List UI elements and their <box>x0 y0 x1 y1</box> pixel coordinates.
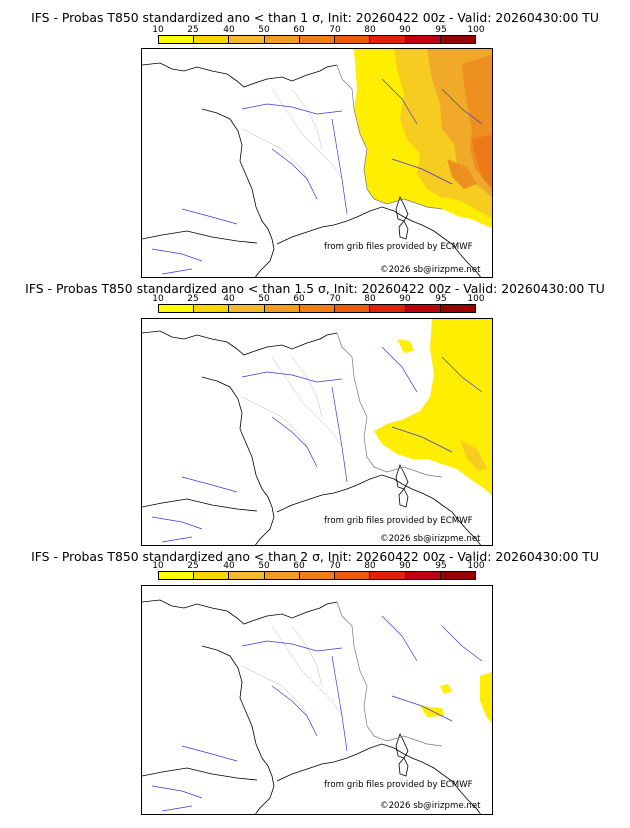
color-scale-labels: 10 25 40 50 60 70 80 90 95 100 <box>152 294 484 305</box>
scale-label: 80 <box>364 294 376 304</box>
scale-swatch <box>229 572 265 579</box>
scale-label: 60 <box>293 294 305 304</box>
probability-map: from grib files provided by ECMWF ©2026 … <box>141 318 493 546</box>
scale-swatch <box>335 572 371 579</box>
scale-label: 10 <box>152 294 164 304</box>
scale-swatch <box>370 572 406 579</box>
scale-swatch <box>440 305 475 312</box>
scale-swatch <box>264 572 300 579</box>
scale-swatch <box>299 305 336 312</box>
color-scale-labels: 10 25 40 50 60 70 80 90 95 100 <box>152 25 484 36</box>
scale-swatch <box>299 572 336 579</box>
scale-swatch <box>159 305 195 312</box>
probability-map: from grib files provided by ECMWF ©2026 … <box>141 48 493 278</box>
scale-label: 90 <box>399 561 411 571</box>
scale-swatch <box>159 36 195 43</box>
scale-label: 90 <box>399 294 411 304</box>
scale-label: 50 <box>258 561 270 571</box>
map-graphic <box>142 319 492 545</box>
color-scale-bar <box>158 571 476 580</box>
scale-swatch <box>264 305 300 312</box>
scale-swatch <box>440 36 475 43</box>
scale-label: 80 <box>364 25 376 35</box>
scale-label: 100 <box>467 561 485 571</box>
scale-label: 50 <box>258 25 270 35</box>
scale-label: 95 <box>435 294 447 304</box>
scale-swatch <box>405 305 441 312</box>
panel-2: IFS - Probas T850 standardized ano < tha… <box>0 278 630 548</box>
color-scale-bar <box>158 35 476 44</box>
scale-swatch <box>194 36 230 43</box>
scale-label: 10 <box>152 561 164 571</box>
scale-swatch <box>264 36 300 43</box>
credit-site: ©2026 sb@irizpme.net <box>380 534 481 544</box>
scale-swatch <box>159 572 195 579</box>
scale-swatch <box>229 36 265 43</box>
scale-label: 10 <box>152 25 164 35</box>
credit-site: ©2026 sb@irizpme.net <box>380 265 481 275</box>
scale-swatch <box>299 36 336 43</box>
scale-swatch <box>335 305 371 312</box>
scale-label: 90 <box>399 25 411 35</box>
scale-swatch <box>370 36 406 43</box>
scale-swatch <box>405 572 441 579</box>
scale-swatch <box>335 36 371 43</box>
scale-label: 70 <box>329 25 341 35</box>
scale-label: 25 <box>187 561 199 571</box>
scale-label: 50 <box>258 294 270 304</box>
panel-title: IFS - Probas T850 standardized ano < tha… <box>31 10 599 25</box>
color-scale-labels: 10 25 40 50 60 70 80 90 95 100 <box>152 561 484 572</box>
scale-label: 40 <box>223 294 235 304</box>
scale-swatch <box>405 36 441 43</box>
credit-grib: from grib files provided by ECMWF <box>324 780 473 790</box>
scale-label: 40 <box>223 25 235 35</box>
scale-label: 100 <box>467 294 485 304</box>
scale-label: 40 <box>223 561 235 571</box>
scale-label: 60 <box>293 561 305 571</box>
scale-swatch <box>440 572 475 579</box>
scale-swatch <box>370 305 406 312</box>
credit-grib: from grib files provided by ECMWF <box>324 242 473 252</box>
scale-label: 60 <box>293 25 305 35</box>
scale-swatch <box>194 572 230 579</box>
scale-swatch <box>194 305 230 312</box>
map-graphic <box>142 599 492 814</box>
credit-grib: from grib files provided by ECMWF <box>324 516 473 526</box>
panel-title: IFS - Probas T850 standardized ano < tha… <box>31 549 599 564</box>
map-graphic <box>142 49 492 277</box>
scale-swatch <box>229 305 265 312</box>
scale-label: 25 <box>187 25 199 35</box>
panel-title: IFS - Probas T850 standardized ano < tha… <box>25 281 605 296</box>
scale-label: 70 <box>329 294 341 304</box>
color-scale-bar <box>158 304 476 313</box>
scale-label: 95 <box>435 25 447 35</box>
credit-site: ©2026 sb@irizpme.net <box>380 801 481 811</box>
panel-1: IFS - Probas T850 standardized ano < tha… <box>0 0 630 278</box>
scale-label: 100 <box>467 25 485 35</box>
scale-label: 25 <box>187 294 199 304</box>
scale-label: 70 <box>329 561 341 571</box>
scale-label: 95 <box>435 561 447 571</box>
probability-map: from grib files provided by ECMWF ©2026 … <box>141 585 493 815</box>
panel-3: IFS - Probas T850 standardized ano < tha… <box>0 548 630 828</box>
scale-label: 80 <box>364 561 376 571</box>
